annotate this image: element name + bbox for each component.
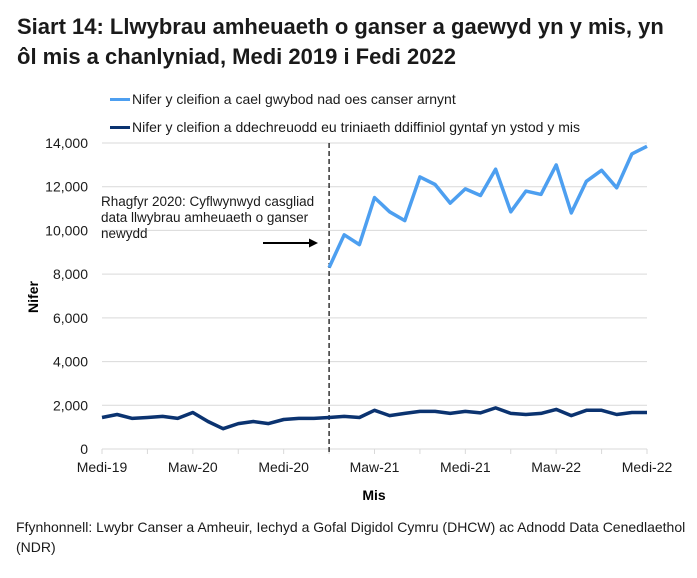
x-tick-label: Maw-21 — [350, 459, 400, 475]
series-line-treatment — [101, 406, 647, 431]
legend-item-treatment: Nifer y cleifion a ddechreuodd eu trinia… — [110, 116, 580, 138]
chart-legend: Nifer y cleifion a cael gwybod nad oes c… — [110, 88, 580, 144]
annotation-text: Rhagfyr 2020: Cyflwynwyd casgliad data l… — [101, 194, 315, 241]
x-tick-label: Medi-21 — [440, 459, 491, 475]
x-tick-label: Maw-22 — [531, 459, 581, 475]
y-tick-label: 10,000 — [45, 222, 88, 238]
y-tick-label: 12,000 — [45, 179, 88, 195]
x-tick-label: Medi-20 — [258, 459, 309, 475]
legend-swatch-navy — [110, 125, 130, 129]
x-tick-label: Medi-19 — [77, 459, 128, 475]
legend-label: Nifer y cleifion a cael gwybod nad oes c… — [132, 91, 456, 107]
chart-title: Siart 14: Llwybrau amheuaeth o ganser a … — [17, 14, 664, 69]
legend-item-no-cancer: Nifer y cleifion a cael gwybod nad oes c… — [110, 88, 580, 110]
y-tick-label: 6,000 — [53, 310, 88, 326]
legend-swatch-light-blue — [110, 97, 130, 101]
series-line-no-cancer — [327, 144, 648, 269]
y-axis-ticks: 0 2,000 4,000 6,000 8,000 10,000 12,000 14,000 — [45, 135, 88, 457]
y-tick-label: 2,000 — [53, 397, 88, 413]
y-axis-title: Nifer — [25, 281, 41, 313]
y-tick-label: 4,000 — [53, 354, 88, 370]
x-axis: Medi-19 Maw-20 Medi-20 Maw-21 Medi-21 Maw-22 M… — [77, 449, 673, 475]
x-tick-label: Maw-20 — [168, 459, 218, 475]
y-tick-label: 14,000 — [45, 135, 88, 151]
y-tick-label: 0 — [80, 441, 88, 457]
x-tick-label: Medi-22 — [622, 459, 673, 475]
source-note: Ffynhonnell: Lwybr Canser a Amheuir, Iec… — [16, 519, 686, 555]
y-tick-label: 8,000 — [53, 266, 88, 282]
annotation-arrow — [263, 238, 318, 248]
legend-label: Nifer y cleifion a ddechreuodd eu trinia… — [132, 119, 580, 135]
x-axis-title: Mis — [362, 487, 386, 503]
